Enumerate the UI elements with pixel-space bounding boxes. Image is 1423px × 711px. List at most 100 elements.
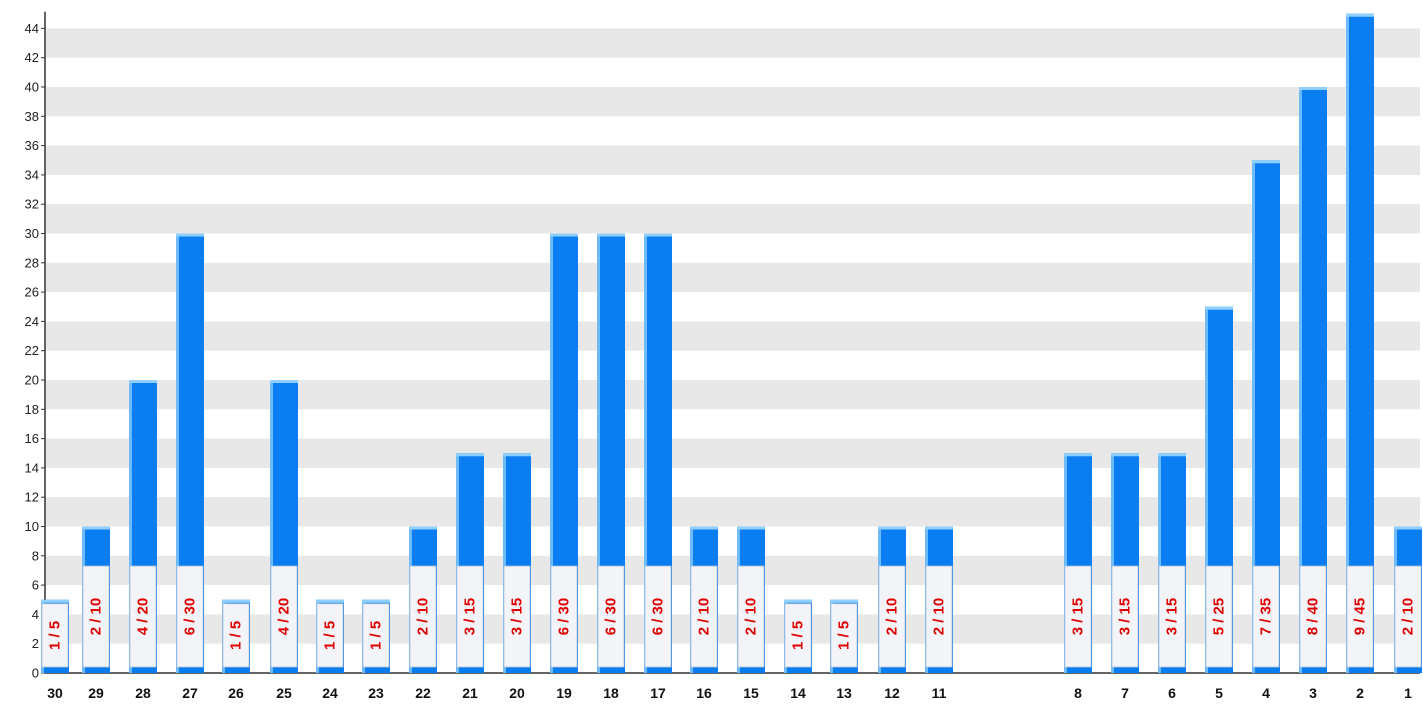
data-label-box [222,603,250,668]
x-tick-label: 21 [462,685,478,701]
y-tick-label: 24 [25,314,39,329]
bar-highlight [1252,160,1255,673]
bar-cap [925,526,953,530]
bar-highlight [1158,453,1161,673]
bar-group: 8 / 40 [1299,87,1327,673]
bar-group: 3 / 15 [1158,453,1186,673]
grid-band [45,28,1420,58]
x-tick-label: 22 [415,685,431,701]
grid-band [45,145,1420,175]
bar-cap [737,526,765,530]
x-tick-label: 2 [1356,685,1364,701]
y-tick-label: 18 [25,402,39,417]
data-label-box [41,603,69,668]
grid-band [45,321,1420,351]
bar-highlight [1346,13,1349,673]
data-label-box [316,603,344,668]
bar-group: 1 / 5 [362,599,390,673]
bar-group: 6 / 30 [550,233,578,673]
bar-group: 9 / 45 [1346,13,1374,673]
y-tick-label: 16 [25,431,39,446]
x-tick-label: 20 [509,685,525,701]
data-label-box [1205,565,1233,668]
data-label: 3 / 15 [1070,598,1087,636]
x-tick-label: 3 [1309,685,1317,701]
bar-highlight [129,380,132,673]
data-label-box [830,603,858,668]
y-tick-label: 2 [32,636,39,651]
bar-group: 2 / 10 [82,526,110,673]
y-tick-label: 14 [25,460,39,475]
bar-group: 2 / 10 [737,526,765,673]
bar-highlight [176,233,179,673]
x-tick-label: 12 [884,685,900,701]
data-label-box [1158,565,1186,668]
bar-group: 2 / 10 [690,526,718,673]
data-label-box [597,565,625,668]
bar-cap [1346,13,1374,17]
data-label: 4 / 20 [135,598,152,636]
data-label: 9 / 45 [1352,598,1369,636]
bar-cap [1158,453,1186,457]
bar-cap [456,453,484,457]
y-tick-label: 20 [25,373,39,388]
data-label-box [1394,565,1422,668]
y-tick-label: 36 [25,138,39,153]
x-tick-label: 30 [47,685,63,701]
data-label: 1 / 5 [836,621,853,650]
bar-group: 4 / 20 [270,380,298,673]
x-tick-label: 25 [276,685,292,701]
data-label: 2 / 10 [88,598,105,636]
data-label-box [82,565,110,668]
y-tick-label: 44 [25,21,39,36]
data-label-box [925,565,953,668]
bar-cap [82,526,110,530]
data-label-box [690,565,718,668]
bar-highlight [456,453,459,673]
y-tick-label: 26 [25,285,39,300]
y-tick-label: 12 [25,490,39,505]
data-label-box [129,565,157,668]
x-tick-label: 28 [135,685,151,701]
bar-group: 6 / 30 [176,233,204,673]
x-tick-label: 8 [1074,685,1082,701]
bar-cap [1205,306,1233,310]
bar-group: 2 / 10 [925,526,953,673]
bar-highlight [270,380,273,673]
data-label: 3 / 15 [462,598,479,636]
data-label: 3 / 15 [1117,598,1134,636]
data-label-box [1252,565,1280,668]
y-tick-label: 42 [25,50,39,65]
bar-cap [1299,87,1327,90]
x-tick-label: 27 [182,685,198,701]
data-label-box [456,565,484,668]
y-tick-label: 40 [25,80,39,95]
bar-highlight [597,233,600,673]
bar-cap [1064,453,1092,457]
bar-cap [409,526,437,530]
grid-band [45,87,1420,117]
data-label: 1 / 5 [322,621,339,650]
bar-cap [830,599,858,603]
data-label-box [176,565,204,668]
x-axis: 30 29 28 27 26 25 24 23 22 21 20 19 18 17 16 15 14 13 12 11… [47,685,1412,701]
bar-highlight [503,453,506,673]
data-label: 2 / 10 [696,598,713,636]
data-label-box [1346,565,1374,668]
y-tick-label: 30 [25,226,39,241]
data-label: 3 / 15 [1164,598,1181,636]
bar-highlight [1205,306,1208,673]
bar [1346,13,1374,673]
data-label: 6 / 30 [556,598,573,636]
y-tick-label: 32 [25,197,39,212]
bar-cap [1394,526,1422,530]
bar-cap [222,599,250,603]
data-label: 6 / 30 [603,598,620,636]
data-label: 8 / 40 [1305,598,1322,636]
x-tick-label: 24 [322,685,338,701]
data-label: 2 / 10 [931,598,948,636]
bar-group: 4 / 20 [129,380,157,673]
bar-cap [690,526,718,530]
data-label-box [784,603,812,668]
y-tick-label: 34 [25,167,39,182]
